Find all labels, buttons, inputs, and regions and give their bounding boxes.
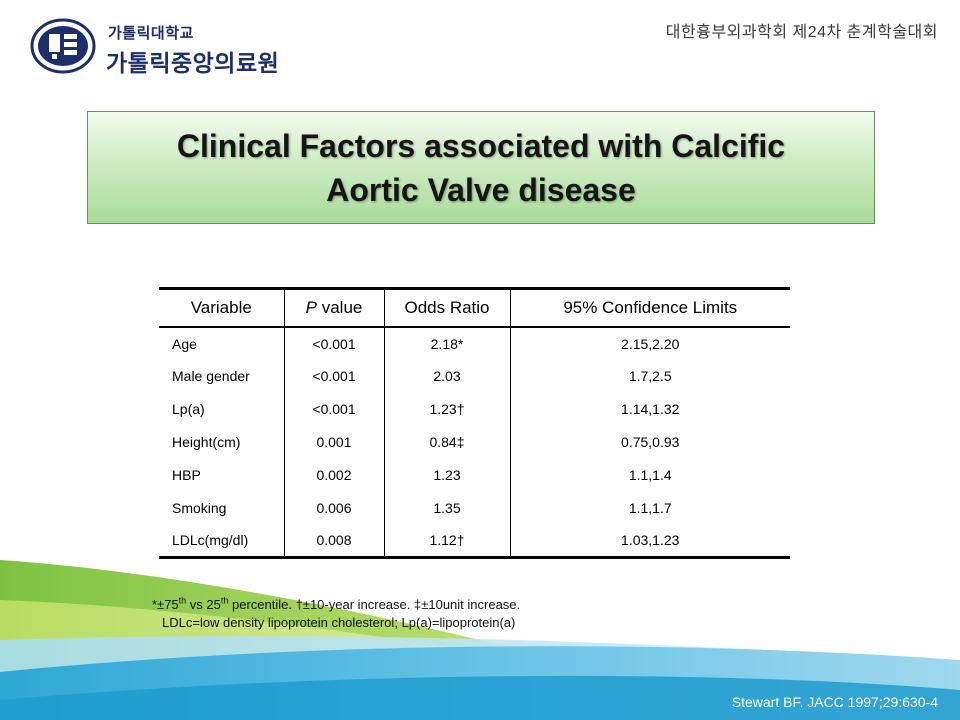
conference-name: 대한흉부외과학회 제24차 춘계학술대회 xyxy=(665,24,938,41)
table-row: Lp(a) <0.001 1.23† 1.14,1.32 xyxy=(159,392,790,426)
cell-p-value: <0.001 xyxy=(283,359,384,393)
table-row: Smoking 0.006 1.35 1.1,1.7 xyxy=(159,491,790,525)
cell-p-value: 0.006 xyxy=(283,491,384,525)
table-row: Age <0.001 2.18* 2.15,2.20 xyxy=(159,326,790,360)
footnote-line-2: LDLc=low density lipoprotein cholesterol… xyxy=(162,615,516,631)
footnote-text: vs 25 xyxy=(186,597,221,613)
cell-confidence-limits: 1.1,1.7 xyxy=(509,491,790,525)
table-header-row: Variable P value Odds Ratio 95% Confiden… xyxy=(159,287,790,328)
cell-confidence-limits: 0.75,0.93 xyxy=(509,425,790,459)
cell-variable: Height(cm) xyxy=(172,434,241,450)
cell-variable: Lp(a) xyxy=(172,401,205,417)
catholic-university-emblem-icon xyxy=(30,18,96,74)
cell-odds-ratio: 1.35 xyxy=(383,491,510,525)
header-p-rest: value xyxy=(316,297,363,317)
footnote-line-1: *±75th vs 25th percentile. †±10-year inc… xyxy=(152,596,521,613)
header-variable: Variable xyxy=(159,287,284,328)
cell-p-value: 0.008 xyxy=(283,524,384,559)
slide-title-box: Clinical Factors associated with Calcifi… xyxy=(87,111,875,224)
footnote-text: percentile. †±10-year increase. ‡±10unit… xyxy=(228,597,521,613)
slide-title-line-1: Clinical Factors associated with Calcifi… xyxy=(176,127,786,164)
table-row: HBP 0.002 1.23 1.1,1.4 xyxy=(159,458,790,492)
cell-variable: LDLc(mg/dl) xyxy=(159,524,284,559)
header-confidence-limits: 95% Confidence Limits xyxy=(509,287,790,328)
cell-odds-ratio: 2.03 xyxy=(383,359,510,393)
cell-variable: HBP xyxy=(172,467,201,483)
logo-university-name: 가톨릭대학교 xyxy=(108,25,194,42)
clinical-factors-table: Variable P value Odds Ratio 95% Confiden… xyxy=(159,287,790,559)
logo-medical-center-name: 가톨릭중앙의료원 xyxy=(106,50,280,76)
table-footnotes: *±75th vs 25th percentile. †±10-year inc… xyxy=(152,592,520,632)
cell-variable: Age xyxy=(172,335,197,352)
table-row: Height(cm) 0.001 0.84‡ 0.75,0.93 xyxy=(159,425,790,459)
footnote-superscript: th xyxy=(178,596,187,606)
cell-variable: Male gender xyxy=(172,368,250,384)
table-row: Male gender <0.001 2.03 1.7,2.5 xyxy=(159,359,790,393)
footnote-text: *±75 xyxy=(152,597,179,613)
cell-odds-ratio: 1.23† xyxy=(383,392,510,426)
table-row: LDLc(mg/dl) 0.008 1.12† 1.03,1.23 xyxy=(159,524,790,559)
cell-p-value: 0.002 xyxy=(283,458,384,492)
cell-variable: Smoking xyxy=(172,500,227,516)
cell-confidence-limits: 2.15,2.20 xyxy=(509,326,790,360)
cell-odds-ratio: 0.84‡ xyxy=(383,425,510,459)
cell-confidence-limits: 1.7,2.5 xyxy=(509,359,790,393)
cell-confidence-limits: 1.14,1.32 xyxy=(509,392,790,426)
footnote-superscript: th xyxy=(220,596,229,606)
cell-p-value: <0.001 xyxy=(283,326,384,360)
cell-odds-ratio: 1.12† xyxy=(383,524,510,559)
header-p-value: P value xyxy=(283,287,384,328)
cell-odds-ratio: 1.23 xyxy=(383,458,510,492)
cell-p-value: 0.001 xyxy=(283,425,384,459)
header-p-italic: P xyxy=(305,297,317,317)
university-logo: 가톨릭대학교 가톨릭중앙의료원 xyxy=(30,18,280,78)
citation: Stewart BF. JACC 1997;29:630-4 xyxy=(731,694,938,710)
cell-p-value: <0.001 xyxy=(283,392,384,426)
cell-confidence-limits: 1.1,1.4 xyxy=(509,458,790,492)
header-odds-ratio: Odds Ratio xyxy=(383,287,510,328)
cell-odds-ratio: 2.18* xyxy=(383,326,510,360)
cell-confidence-limits: 1.03,1.23 xyxy=(509,524,790,559)
slide-title-line-2: Aortic Valve disease xyxy=(326,171,636,208)
